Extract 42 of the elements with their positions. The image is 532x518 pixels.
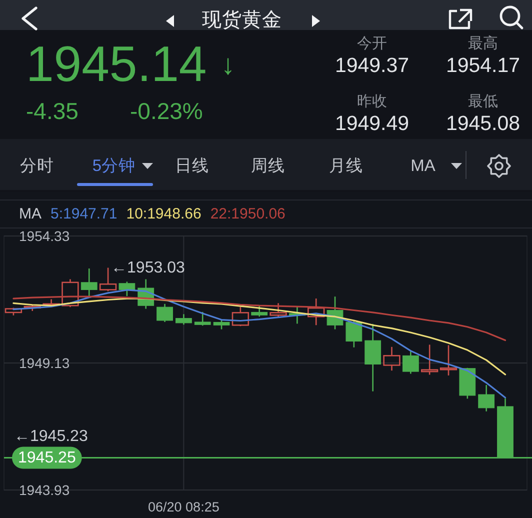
text: -0.23% (130, 98, 203, 124)
candlestick (156, 303, 173, 323)
text: 昨收 (357, 93, 387, 110)
candlestick (402, 350, 419, 374)
text: 日线 (175, 157, 209, 175)
legend-title: MA (19, 206, 42, 222)
text: 周线 (251, 157, 285, 175)
text: 月线 (329, 157, 363, 175)
text: 今开 (357, 35, 387, 52)
candlestick (194, 311, 211, 326)
candlestick (251, 304, 268, 318)
text: -4.35 (26, 98, 78, 124)
text: 最低 (468, 93, 498, 110)
y-tick-label: 1949.13 (19, 355, 70, 371)
y-tick-label: 1954.33 (19, 228, 70, 244)
candlestick (213, 318, 230, 330)
x-tick-label: 06/20 08:25 (148, 500, 220, 514)
y-tick-label: 1943.93 (19, 482, 70, 498)
text: 1954.17 (446, 54, 520, 77)
text: 现货黄金 (202, 9, 282, 31)
candlestick (346, 320, 362, 348)
candlestick (118, 281, 136, 297)
text: 1945.14 (26, 36, 207, 92)
text: 分时 (20, 157, 54, 175)
text: 10:1948.66 (126, 206, 202, 222)
text: MA (410, 157, 436, 175)
ref-line-label: 1945.25 (18, 449, 76, 466)
text: 5分钟 (92, 157, 136, 175)
candlestick (80, 268, 98, 297)
text: 22:1950.06 (210, 206, 286, 222)
text: 1949.37 (334, 54, 410, 77)
annotation: ←1953.03 (111, 259, 185, 276)
candlestick (478, 384, 495, 412)
text: 1945.08 (446, 112, 520, 135)
text: 最高 (468, 35, 498, 52)
text: ↓ (221, 49, 235, 80)
text: 1949.49 (334, 112, 410, 135)
candlestick (383, 346, 400, 372)
candlestick (176, 314, 192, 326)
candlestick (364, 323, 382, 392)
annotation: ←1945.23 (14, 428, 88, 445)
text: 5:1947.71 (50, 206, 118, 222)
